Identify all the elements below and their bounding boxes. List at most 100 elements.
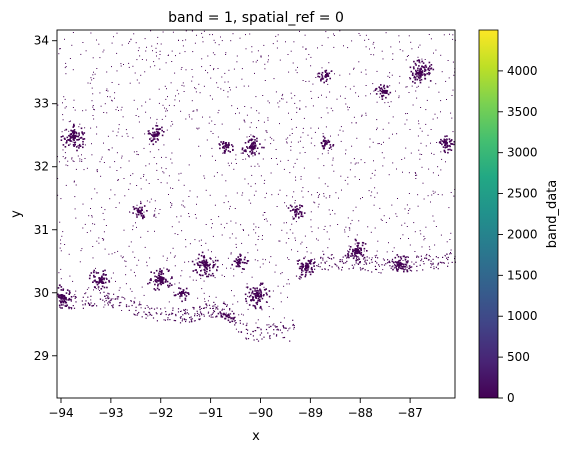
raster-pixel: [138, 304, 140, 306]
raster-pixel: [268, 306, 270, 307]
raster-pixel: [250, 185, 252, 187]
raster-pixel: [140, 177, 142, 179]
raster-pixel: [369, 138, 371, 140]
raster-pixel: [164, 85, 166, 87]
raster-pixel: [82, 42, 84, 43]
raster-pixel: [355, 255, 357, 257]
raster-pixel: [214, 124, 216, 125]
raster-pixel: [203, 30, 205, 32]
raster-pixel: [225, 312, 227, 314]
raster-pixel: [334, 263, 336, 265]
raster-pixel: [416, 75, 418, 77]
raster-pixel: [205, 303, 207, 305]
raster-pixel: [301, 264, 303, 266]
raster-pixel: [449, 148, 451, 151]
raster-pixel: [217, 136, 219, 138]
raster-pixel: [413, 60, 415, 63]
raster-pixel: [325, 76, 327, 78]
raster-pixel: [344, 97, 346, 99]
raster-pixel: [153, 288, 156, 290]
raster-pixel: [307, 191, 309, 193]
raster-pixel: [204, 273, 207, 275]
raster-pixel: [155, 279, 158, 281]
raster-pixel: [361, 268, 363, 270]
raster-pixel: [321, 153, 323, 155]
raster-pixel: [118, 289, 120, 291]
raster-pixel: [231, 317, 233, 319]
raster-pixel: [150, 198, 152, 200]
raster-pixel: [169, 319, 171, 321]
raster-pixel: [159, 279, 162, 281]
raster-pixel: [354, 163, 356, 165]
raster-pixel: [210, 219, 212, 220]
raster-pixel: [263, 288, 266, 291]
raster-pixel: [398, 259, 400, 262]
raster-pixel: [175, 315, 177, 317]
raster-pixel: [249, 147, 251, 149]
raster-pixel: [398, 95, 400, 97]
raster-pixel: [347, 254, 349, 256]
raster-pixel: [200, 239, 202, 241]
raster-pixel: [230, 253, 232, 255]
raster-pixel: [412, 104, 414, 106]
raster-pixel: [354, 248, 357, 250]
raster-pixel: [350, 255, 352, 257]
raster-pixel: [59, 161, 60, 163]
raster-pixel: [276, 326, 278, 328]
raster-pixel: [250, 202, 252, 204]
raster-pixel: [419, 77, 421, 79]
raster-pixel: [280, 292, 282, 294]
raster-pixel: [185, 308, 187, 311]
raster-pixel: [96, 281, 99, 283]
raster-pixel: [361, 244, 364, 247]
raster-pixel: [120, 65, 122, 67]
raster-pixel: [437, 264, 439, 266]
raster-pixel: [159, 50, 161, 52]
raster-pixel: [223, 313, 226, 315]
raster-pixel: [224, 152, 226, 154]
raster-pixel: [140, 236, 142, 238]
raster-pixel: [260, 328, 262, 330]
raster-pixel: [93, 71, 94, 73]
raster-pixel: [65, 301, 67, 303]
raster-pixel: [176, 89, 178, 91]
raster-pixel: [274, 325, 276, 327]
raster-pixel: [74, 208, 76, 210]
raster-pixel: [291, 133, 293, 134]
raster-pixel: [120, 255, 122, 257]
raster-pixel: [379, 92, 382, 95]
raster-pixel: [425, 226, 427, 228]
raster-pixel: [85, 292, 87, 294]
raster-pixel: [273, 78, 275, 80]
raster-pixel: [111, 147, 113, 149]
raster-pixel: [341, 266, 343, 268]
raster-pixel: [172, 188, 174, 189]
raster-pixel: [57, 293, 59, 295]
raster-pixel: [236, 192, 238, 194]
raster-pixel: [82, 227, 84, 229]
raster-pixel: [375, 268, 378, 271]
raster-pixel: [221, 309, 223, 311]
raster-pixel: [415, 174, 416, 176]
raster-pixel: [375, 268, 377, 270]
raster-pixel: [314, 131, 316, 133]
raster-pixel: [303, 212, 306, 214]
raster-pixel: [208, 295, 210, 297]
raster-pixel: [385, 96, 387, 99]
raster-pixel: [144, 307, 146, 309]
raster-pixel: [164, 307, 166, 309]
raster-pixel: [246, 286, 249, 288]
raster-pixel: [156, 122, 158, 124]
raster-pixel: [304, 256, 306, 258]
raster-pixel: [325, 73, 328, 76]
raster-pixel: [73, 99, 75, 101]
x-tick-label: −92: [148, 406, 173, 420]
raster-pixel: [164, 319, 166, 321]
raster-pixel: [427, 259, 430, 261]
raster-pixel: [123, 178, 125, 179]
raster-pixel: [198, 145, 200, 147]
raster-pixel: [368, 190, 370, 192]
raster-pixel: [93, 77, 95, 79]
raster-pixel: [177, 293, 179, 295]
